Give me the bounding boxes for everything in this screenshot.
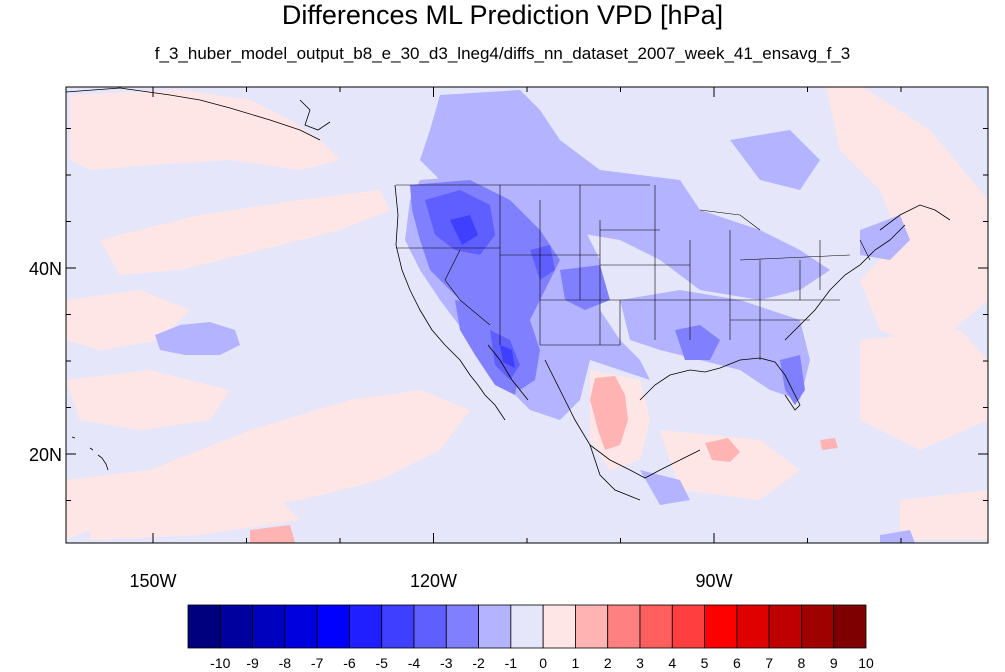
colorbar-label: -9 [246,655,259,671]
map-subtitle: f_3_huber_model_output_b8_e_30_d3_lneg4/… [154,44,851,63]
axis-labels: 150W 120W 90W 40N 20N [29,259,733,591]
colorbar-swatch [413,604,447,649]
colorbar-swatch [381,604,415,649]
colorbar-label: 9 [830,655,838,671]
colorbar-swatch [219,604,253,649]
colorbar-label: 7 [765,655,773,671]
map-plot-area [66,87,988,543]
colorbar-label: -8 [279,655,292,671]
colorbar-label: 8 [798,655,806,671]
colorbar-label: 3 [636,655,644,671]
colorbar-swatch [478,604,512,649]
colorbar-label: -5 [375,655,388,671]
colorbar-label: -6 [343,655,356,671]
colorbar-label: 0 [539,655,547,671]
colorbar-label: 10 [858,655,874,671]
colorbar-swatch [349,604,383,649]
colorbar-swatch [801,604,835,649]
y-tick-label: 20N [29,445,62,465]
x-tick-label: 90W [695,571,732,591]
colorbar-swatch [284,604,318,649]
colorbar-label: -1 [505,655,518,671]
state-borders [396,184,871,360]
colorbar-swatch [187,604,221,649]
colorbar-swatch [768,604,802,649]
colorbar-label: 4 [668,655,676,671]
colorbar-swatch [704,604,738,649]
colorbar-label: 5 [701,655,709,671]
colorbar-swatch [316,604,350,649]
axis-ticks [66,87,988,543]
colorbar-label: -2 [472,655,485,671]
colorbar-label: 6 [733,655,741,671]
colorbar-swatch [252,604,286,649]
positive-anomaly-regions [66,87,988,540]
colorbar-swatch [736,604,770,649]
colorbar-swatch [510,604,544,649]
y-tick-label: 40N [29,259,62,279]
colorbar: -10 -9 -8 -7 -6 -5 -4 -3 -2 -1 0 1 2 3 4 5 6 7 8 9 10 [187,604,874,671]
colorbar-swatch [833,604,867,649]
positive-anomaly-spots [250,376,838,543]
colorbar-swatch [542,604,576,649]
colorbar-swatch [671,604,705,649]
colorbar-label: 2 [604,655,612,671]
x-tick-label: 120W [410,571,457,591]
colorbar-label: 1 [572,655,580,671]
map-title: Differences ML Prediction VPD [hPa] [281,0,724,30]
colorbar-swatch [607,604,641,649]
colorbar-label: -4 [408,655,421,671]
colorbar-label: -7 [311,655,324,671]
x-tick-label: 150W [129,571,176,591]
negative-anomaly-peak [450,215,515,368]
colorbar-swatch [445,604,479,649]
colorbar-swatch [575,604,609,649]
colorbar-label: -3 [440,655,453,671]
colorbar-label: -10 [210,655,230,671]
colorbar-swatch [639,604,673,649]
